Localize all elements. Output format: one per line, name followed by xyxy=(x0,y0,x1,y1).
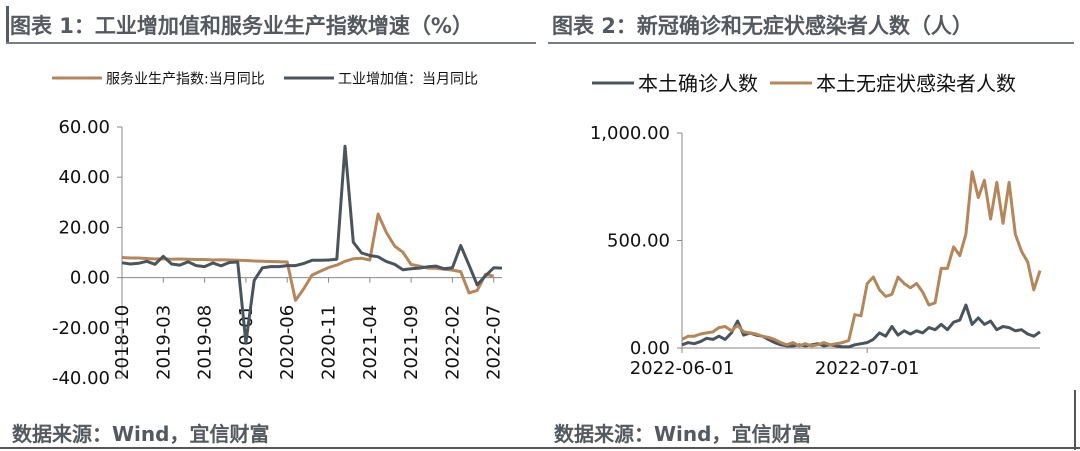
legend-label: 服务业生产指数:当月同比 xyxy=(106,71,265,87)
x-tick-label: 2022-06-01 xyxy=(630,358,735,379)
chart1-source-note: 数据来源：Wind，宜信财富 xyxy=(12,422,270,446)
chart2-plot: 本土确诊人数 本土无症状感染者人数1,000.00500.000.002022-0… xyxy=(590,72,1042,379)
x-tick-label: 2022-02 xyxy=(442,305,463,380)
x-tick-label: 2020-06 xyxy=(277,305,298,380)
y-tick-label: 60.00 xyxy=(58,117,110,138)
chart1-title: 图表 1：工业增加值和服务业生产指数增速（%） xyxy=(10,14,473,38)
series-line xyxy=(121,144,503,345)
y-tick-label: 1,000.00 xyxy=(590,123,670,144)
x-tick-label: 2019-03 xyxy=(153,305,174,380)
chart2-source-note: 数据来源：Wind，宜信财富 xyxy=(554,422,812,446)
right-rule xyxy=(1074,390,1076,450)
y-tick-label: 500.00 xyxy=(607,231,670,252)
x-tick-label: 2020-11 xyxy=(319,305,340,380)
x-tick-label: 2022-07 xyxy=(484,305,505,380)
legend-label: 本土确诊人数 xyxy=(638,72,758,96)
bottom-rule xyxy=(0,447,1080,449)
series-line xyxy=(681,170,1042,348)
x-tick-label: 2021-04 xyxy=(360,305,381,380)
chart2-title: 图表 2：新冠确诊和无症状感染者人数（人） xyxy=(552,14,973,38)
chart2-title-rule xyxy=(548,42,1074,44)
y-tick-label: 0.00 xyxy=(70,268,110,289)
legend-label: 工业增加值：当月同比 xyxy=(338,71,478,87)
y-tick-label: -40.00 xyxy=(52,368,110,389)
chart1-plot: 服务业生产指数:当月同比 工业增加值：当月同比 60.00 40.00 20.00 0.0… xyxy=(52,71,505,389)
x-tick-label: 2022-07-01 xyxy=(815,358,920,379)
y-tick-label: 40.00 xyxy=(58,167,110,188)
chart1-title-rule xyxy=(6,42,536,44)
x-tick-label: 2021-09 xyxy=(401,305,422,380)
legend-label: 本土无症状感染者人数 xyxy=(816,72,1016,96)
series-line xyxy=(121,212,495,302)
y-tick-label: 0.00 xyxy=(630,338,670,359)
x-tick-label: 2019-08 xyxy=(195,305,216,380)
title-accent-bar xyxy=(6,6,9,44)
x-tick-label: 2018-10 xyxy=(112,305,133,380)
y-tick-label: -20.00 xyxy=(52,318,110,339)
y-tick-label: 20.00 xyxy=(58,217,110,238)
